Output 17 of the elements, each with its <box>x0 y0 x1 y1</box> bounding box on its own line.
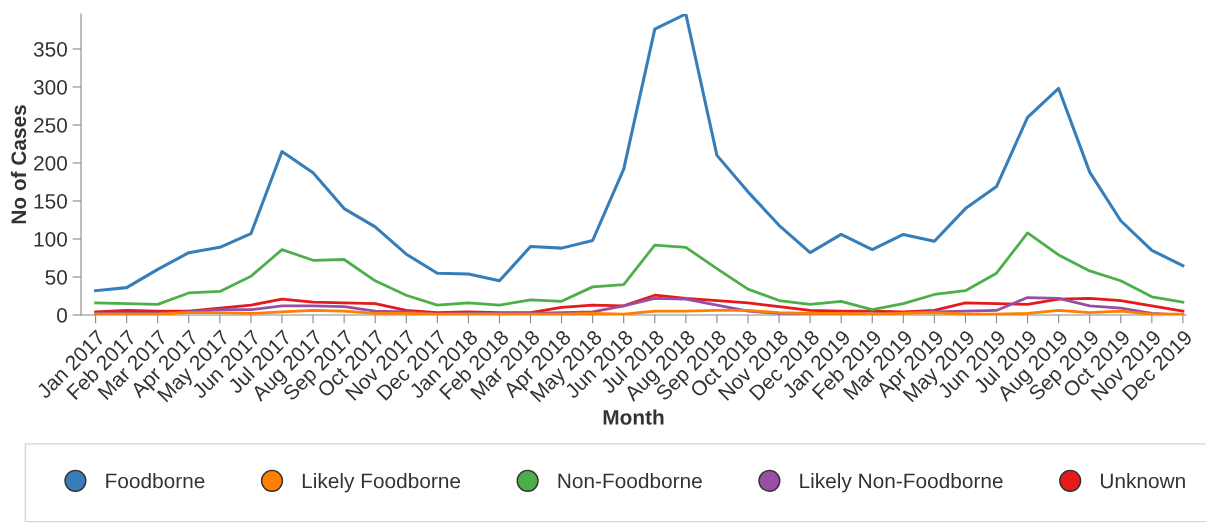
y-tick-label: 250 <box>34 117 67 133</box>
y-axis-title: No of Cases <box>10 105 27 224</box>
y-tick-label: 50 <box>45 270 67 285</box>
y-tick-label: 0 <box>57 308 67 323</box>
x-axis-title: Month <box>603 409 664 425</box>
y-tick-label: 150 <box>34 193 67 209</box>
legend-label: Likely Foodborne <box>302 473 461 493</box>
legend-label: Non-Foodborne <box>558 473 702 489</box>
line-series <box>94 14 1185 293</box>
y-tick-label: 350 <box>33 41 67 57</box>
legend-label: Foodborne <box>106 473 205 489</box>
y-tick-label: 300 <box>33 79 67 95</box>
y-tick-label: 100 <box>34 231 67 247</box>
y-tick-label: 200 <box>34 155 67 171</box>
line-series <box>94 231 1185 312</box>
legend-label: Likely Non-Foodborne <box>800 473 1003 493</box>
legend-label: Unknown <box>1100 473 1185 489</box>
